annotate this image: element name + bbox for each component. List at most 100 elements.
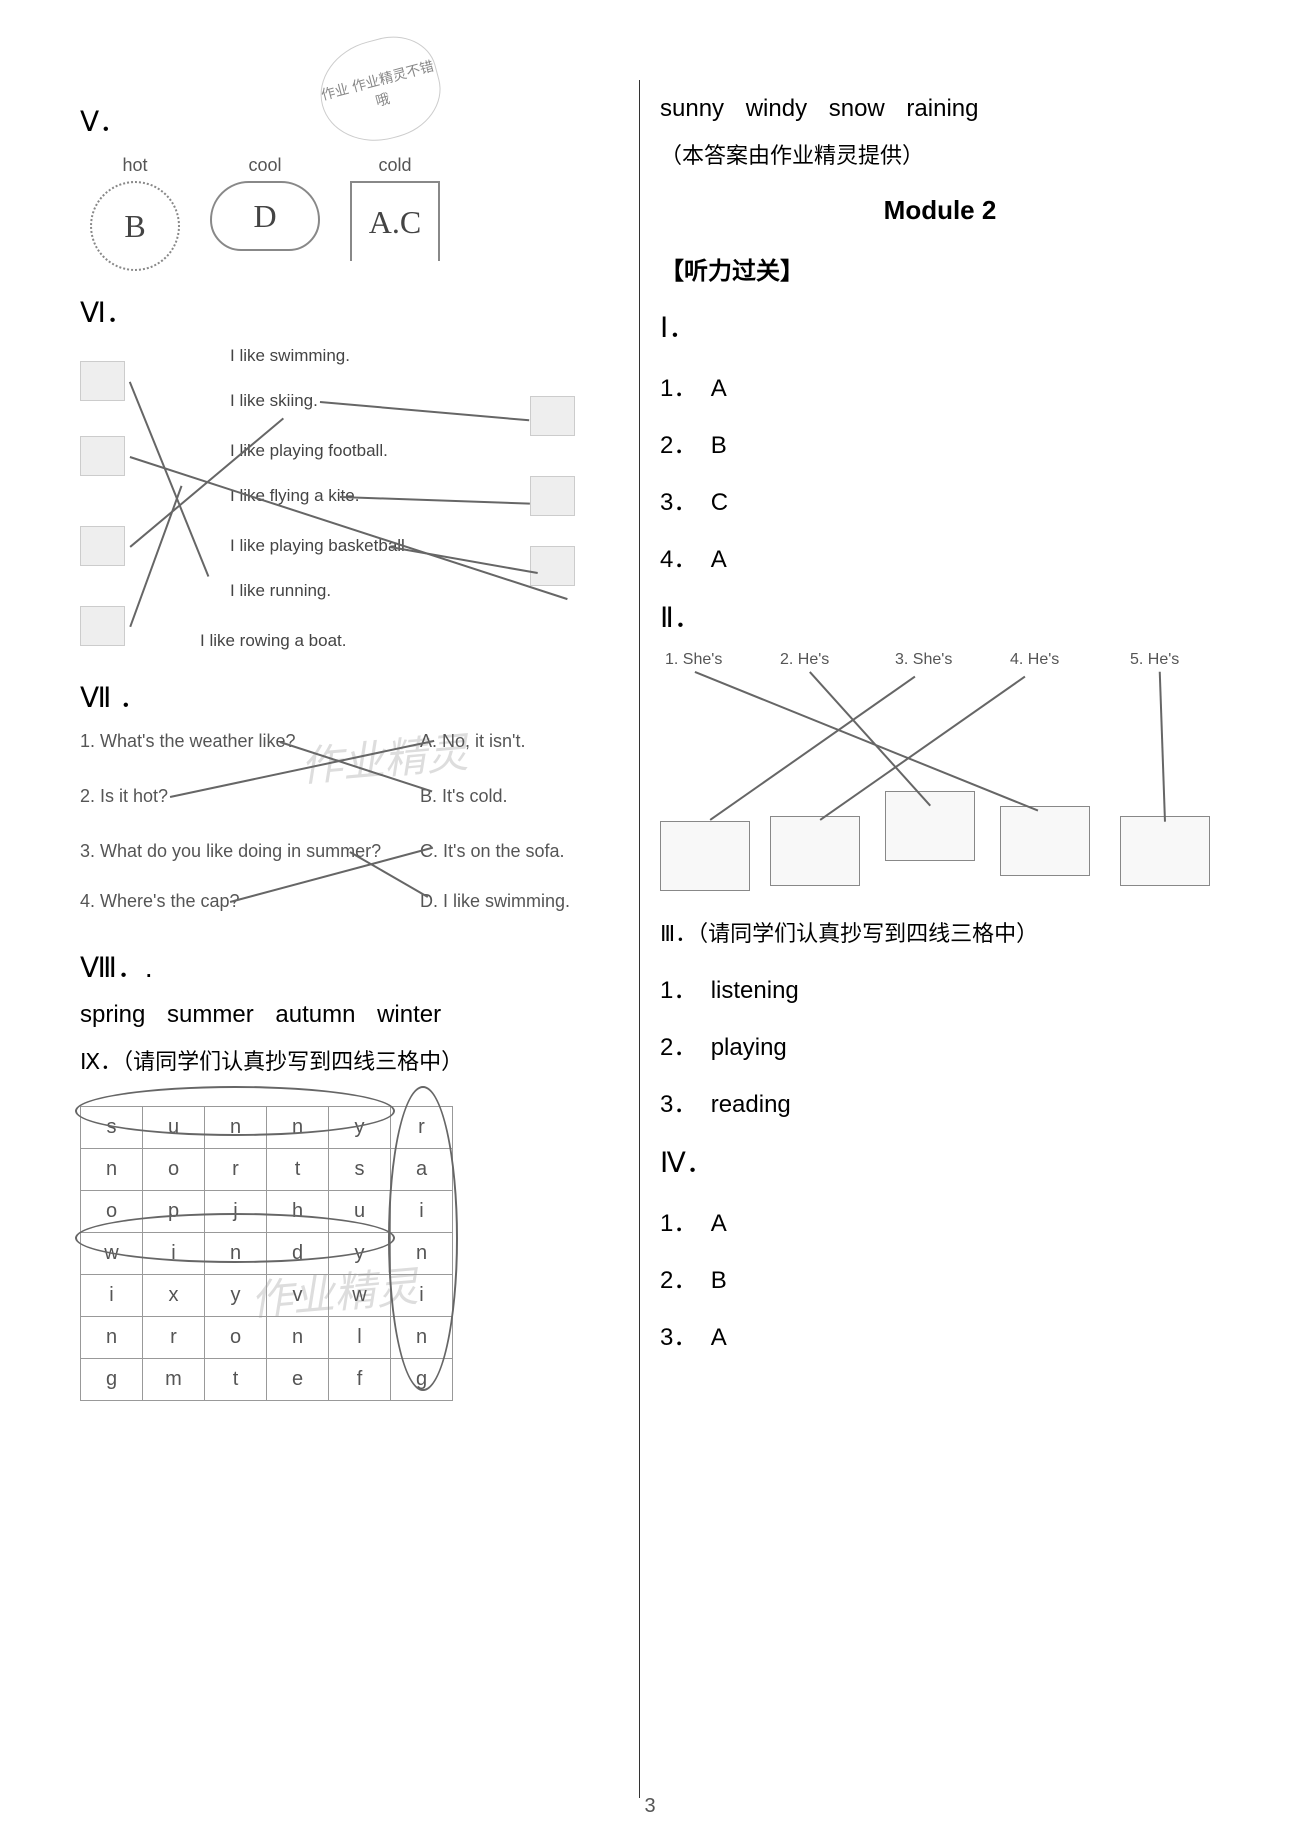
sun-icon: B — [90, 181, 180, 271]
match-label: 3. She's — [895, 651, 952, 669]
grid-cell: i — [143, 1233, 205, 1275]
grid-cell: y — [205, 1275, 267, 1317]
grid-cell: t — [267, 1149, 329, 1191]
match-line — [695, 671, 1039, 811]
word-search-grid: s u n n y r n o r t s a o p — [80, 1091, 453, 1416]
left-column: Ⅴ． hot B cool D cold A.C Ⅵ． I li — [60, 80, 640, 1798]
grid-cell: n — [81, 1317, 143, 1359]
module-title: Module 2 — [660, 195, 1220, 226]
credit-text: （本答案由作业精灵提供） — [660, 138, 1220, 170]
activity-icon — [530, 396, 575, 436]
grid-row: n o r t s a — [81, 1149, 453, 1191]
section-ii-label: Ⅱ． — [660, 596, 1220, 636]
qa-answer: D. I like swimming. — [420, 891, 570, 912]
grid-cell: x — [143, 1275, 205, 1317]
section-i-label: Ⅰ． — [660, 306, 1220, 346]
grid-cell: i — [391, 1191, 453, 1233]
grid-cell: y — [329, 1233, 391, 1275]
match-sentence: I like running. — [230, 581, 331, 601]
match-line — [390, 546, 538, 574]
grid-cell: f — [329, 1359, 391, 1401]
grid-cell: a — [391, 1149, 453, 1191]
weather-words: sunny windy snow raining — [660, 95, 1220, 123]
grid-cell: o — [205, 1317, 267, 1359]
qa-line — [280, 741, 433, 792]
picture-box — [770, 816, 860, 886]
match-line — [1159, 672, 1166, 822]
answer-item: 2． B — [660, 1260, 1220, 1295]
answer-item: 2． B — [660, 425, 1220, 460]
grid-cell: r — [205, 1149, 267, 1191]
match-sentence: I like swimming. — [230, 346, 350, 366]
grid-cell: g — [81, 1359, 143, 1401]
grid-cell: s — [81, 1107, 143, 1149]
qa-answer: C. It's on the sofa. — [420, 841, 565, 862]
section-vii-label: Ⅶ ． — [80, 676, 619, 716]
section-vi-label: Ⅵ． — [80, 291, 619, 331]
grid-cell: v — [267, 1275, 329, 1317]
grid-cell: o — [81, 1191, 143, 1233]
match-sentence: I like playing football. — [230, 441, 388, 461]
picture-box — [885, 791, 975, 861]
answer-item: 1． A — [660, 1203, 1220, 1238]
section-i-answers: 1． A 2． B 3． C 4． A — [660, 368, 1220, 574]
grid-cell: d — [267, 1233, 329, 1275]
grid-cell: i — [81, 1275, 143, 1317]
grid-cell: r — [143, 1317, 205, 1359]
seasons-words: spring summer autumn winter — [80, 1001, 619, 1029]
right-column: sunny windy snow raining （本答案由作业精灵提供） Mo… — [640, 80, 1240, 1798]
picture-box — [660, 821, 750, 891]
grid-cell: n — [267, 1107, 329, 1149]
listening-title: 【听力过关】 — [660, 251, 1220, 286]
qa-question: 1. What's the weather like? — [80, 731, 296, 752]
weather-hot: hot B — [90, 155, 180, 271]
grid-cell: t — [205, 1359, 267, 1401]
grid-cell: w — [81, 1233, 143, 1275]
flag-icon: A.C — [350, 181, 440, 261]
grid-cell: o — [143, 1149, 205, 1191]
grid-cell: n — [81, 1149, 143, 1191]
match-label: 4. He's — [1010, 651, 1059, 669]
grid-cell: n — [205, 1233, 267, 1275]
matching-exercise-vi: I like swimming. I like skiing. I like p… — [80, 346, 600, 656]
grid-cell: p — [143, 1191, 205, 1233]
match-line — [809, 671, 931, 806]
section-ix-label: Ⅸ．（请同学们认真抄写到四线三格中） — [80, 1044, 619, 1076]
grid-cell: m — [143, 1359, 205, 1401]
grid-cell: w — [329, 1275, 391, 1317]
grid-cell: h — [267, 1191, 329, 1233]
grid-cell: n — [267, 1317, 329, 1359]
activity-icon — [80, 436, 125, 476]
answer-item: 3． C — [660, 482, 1220, 517]
qa-answer: A. No, it isn't. — [420, 731, 525, 752]
grid-row: w i n d y n — [81, 1233, 453, 1275]
match-label: 2. He's — [780, 651, 829, 669]
grid-cell: j — [205, 1191, 267, 1233]
section-iv-label: Ⅳ． — [660, 1141, 1220, 1181]
match-sentence: I like rowing a boat. — [200, 631, 346, 651]
weather-word: hot — [90, 155, 180, 176]
weather-cold: cold A.C — [350, 155, 440, 271]
picture-box — [1000, 806, 1090, 876]
grid-cell: y — [329, 1107, 391, 1149]
page-container: Ⅴ． hot B cool D cold A.C Ⅵ． I li — [0, 0, 1300, 1838]
grid-cell: n — [391, 1233, 453, 1275]
picture-box — [1120, 816, 1210, 886]
matching-exercise-ii: 1. She's 2. He's 3. She's 4. He's 5. He'… — [660, 651, 1220, 901]
grid-cell: l — [329, 1317, 391, 1359]
grid-row: g m t e f g — [81, 1359, 453, 1401]
answer-item: 2． playing — [660, 1027, 1220, 1062]
match-label: 1. She's — [665, 651, 722, 669]
answer-item: 1． A — [660, 368, 1220, 403]
qa-question: 2. Is it hot? — [80, 786, 168, 807]
grid-row: s u n n y r — [81, 1107, 453, 1149]
section-iii-answers: 1． listening 2． playing 3． reading — [660, 970, 1220, 1119]
answer-item: 4． A — [660, 539, 1220, 574]
cloud-icon: D — [210, 181, 320, 251]
activity-icon — [530, 546, 575, 586]
page-number: 3 — [644, 1795, 655, 1818]
section-iii-label: Ⅲ．（请同学们认真抄写到四线三格中） — [660, 916, 1220, 948]
qa-question: 4. Where's the cap? — [80, 891, 240, 912]
activity-icon — [80, 361, 125, 401]
match-line — [129, 486, 182, 627]
